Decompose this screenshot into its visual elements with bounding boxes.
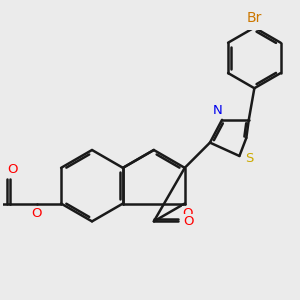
Text: O: O <box>7 163 17 176</box>
Text: Br: Br <box>247 11 262 25</box>
Text: N: N <box>213 103 222 116</box>
Text: O: O <box>183 215 194 228</box>
Text: O: O <box>183 207 193 220</box>
Text: S: S <box>245 152 254 165</box>
Text: O: O <box>31 207 42 220</box>
